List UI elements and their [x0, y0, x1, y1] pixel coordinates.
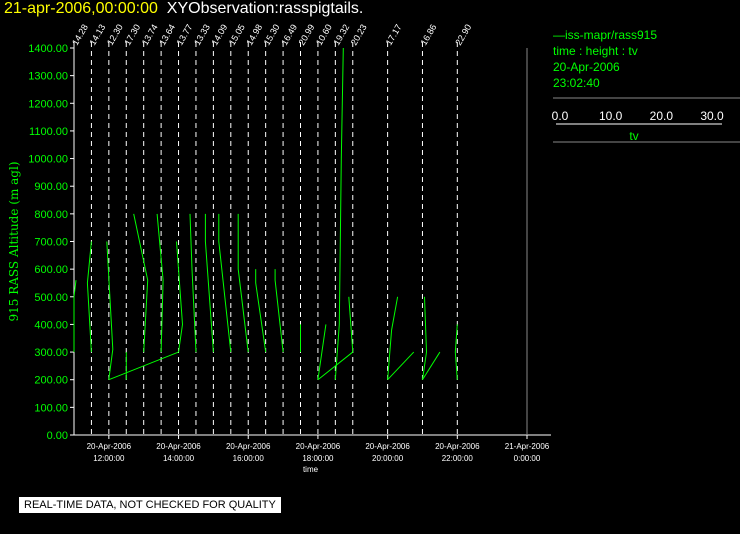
profile-series-line — [317, 324, 327, 380]
profile-series-line — [189, 213, 197, 353]
series-connector-line — [108, 351, 179, 381]
profile-label: 19.32 — [331, 22, 351, 47]
profile-series-line — [422, 296, 428, 380]
profile-series-line — [204, 213, 214, 353]
y-tick-label: 600.00 — [34, 264, 68, 276]
x-tick-date: 20-Apr-2006 — [156, 442, 201, 451]
y-tick-label: 500.00 — [34, 292, 68, 304]
y-tick-label: 800.00 — [34, 209, 68, 221]
profile-series-line — [106, 241, 114, 380]
profile-label: 14.09 — [209, 22, 229, 47]
legend-series-label: iss-mapr/rass915 — [565, 28, 658, 42]
y-tick-label: 1400.00 — [28, 43, 68, 55]
y-tick-label: 100.00 — [34, 402, 68, 414]
profile-series-line — [218, 213, 232, 353]
profile-label: 15.30 — [262, 22, 282, 47]
x-tick-time: 22:00:00 — [442, 454, 474, 463]
legend-date: 20-Apr-2006 — [553, 60, 620, 74]
profile-label: 20.23 — [349, 22, 369, 47]
y-axis-label: 915 RASS Altitude (m agl) — [7, 161, 21, 321]
legend-scale-tick: 30.0 — [700, 109, 724, 123]
x-tick-date: 20-Apr-2006 — [296, 442, 341, 451]
profile-series-line — [86, 241, 92, 353]
series-connector-line — [317, 351, 354, 381]
x-tick-date: 20-Apr-2006 — [365, 442, 410, 451]
y-tick-label: 200.00 — [34, 375, 68, 387]
x-tick-time: 18:00:00 — [302, 454, 334, 463]
profile-label: 22.90 — [453, 22, 473, 47]
profile-label: 17.30 — [122, 22, 142, 47]
legend-series: —iss-mapr/rass915 — [553, 28, 740, 44]
legend-scale-tick: 20.0 — [650, 109, 674, 123]
profile-series-line — [237, 213, 249, 353]
header-observation: XYObservation:rasspigtails. — [166, 0, 364, 17]
legend-panel: —iss-mapr/rass915 time : height : tv 20-… — [553, 28, 740, 92]
profile-series-line — [176, 241, 184, 353]
x-tick-date: 20-Apr-2006 — [435, 442, 480, 451]
y-tick-label: 300.00 — [34, 347, 68, 359]
legend-scale-tick: 0.0 — [552, 109, 569, 123]
y-tick-label: 0.00 — [47, 430, 68, 442]
legend-series-swatch: — — [553, 28, 565, 42]
x-tick-time: 12:00:00 — [93, 454, 125, 463]
y-tick-label: 400.00 — [34, 319, 68, 331]
profile-label: 10.60 — [314, 22, 334, 47]
y-tick-label: 1300.00 — [28, 71, 68, 83]
profile-series-line — [156, 213, 164, 353]
y-tick-label: 700.00 — [34, 237, 68, 249]
profile-label: 13.74 — [140, 22, 160, 47]
y-tick-label: 1200.00 — [28, 98, 68, 110]
quality-disclaimer: REAL-TIME DATA, NOT CHECKED FOR QUALITY — [18, 496, 282, 514]
profile-label: 13.64 — [157, 22, 177, 47]
profile-series-line — [73, 280, 77, 353]
legend-axes-label: time : height : tv — [553, 44, 638, 58]
profile-label: 12.30 — [105, 22, 125, 47]
x-tick-time: 14:00:00 — [163, 454, 195, 463]
series-connector-line — [387, 351, 415, 381]
profile-label: 13.77 — [175, 22, 195, 47]
profile-label: 13.33 — [192, 22, 212, 47]
x-tick-time: 20:00:00 — [372, 454, 404, 463]
profile-series-line — [255, 269, 267, 353]
x-axis-label: time — [303, 465, 319, 474]
profile-label: 17.17 — [384, 22, 404, 47]
chart-header: 21-apr-2006,00:00:00 XYObservation:rassp… — [4, 0, 363, 18]
x-tick-time: 0:00:00 — [514, 454, 541, 463]
profile-series-line — [348, 296, 354, 353]
profile-label: 14.98 — [244, 22, 264, 47]
legend-scale-tick: 10.0 — [599, 109, 623, 123]
profile-label: 15.05 — [227, 22, 247, 47]
profile-label: 16.86 — [419, 22, 439, 47]
profile-series-line — [334, 47, 344, 380]
profile-series-line — [387, 296, 399, 380]
legend-scale-label: tv — [629, 129, 638, 143]
profile-label: 14.28 — [70, 22, 90, 47]
y-tick-label: 1100.00 — [29, 126, 68, 138]
profile-label: 14.13 — [87, 22, 107, 47]
x-tick-date: 21-Apr-2006 — [505, 442, 550, 451]
x-tick-date: 20-Apr-2006 — [226, 442, 271, 451]
profile-label: 16.49 — [279, 22, 299, 47]
profile-label: 20.99 — [297, 22, 317, 47]
y-tick-label: 1000.00 — [28, 154, 68, 166]
legend-time: 23:02:40 — [553, 76, 600, 90]
y-tick-label: 900.00 — [34, 181, 68, 193]
header-datetime: 21-apr-2006,00:00:00 — [4, 0, 158, 17]
x-tick-date: 20-Apr-2006 — [87, 442, 132, 451]
profile-series-line — [454, 324, 458, 380]
profile-series-line — [133, 213, 149, 353]
x-tick-time: 16:00:00 — [233, 454, 265, 463]
series-connector-line — [422, 351, 441, 380]
profile-series-line — [274, 269, 284, 353]
